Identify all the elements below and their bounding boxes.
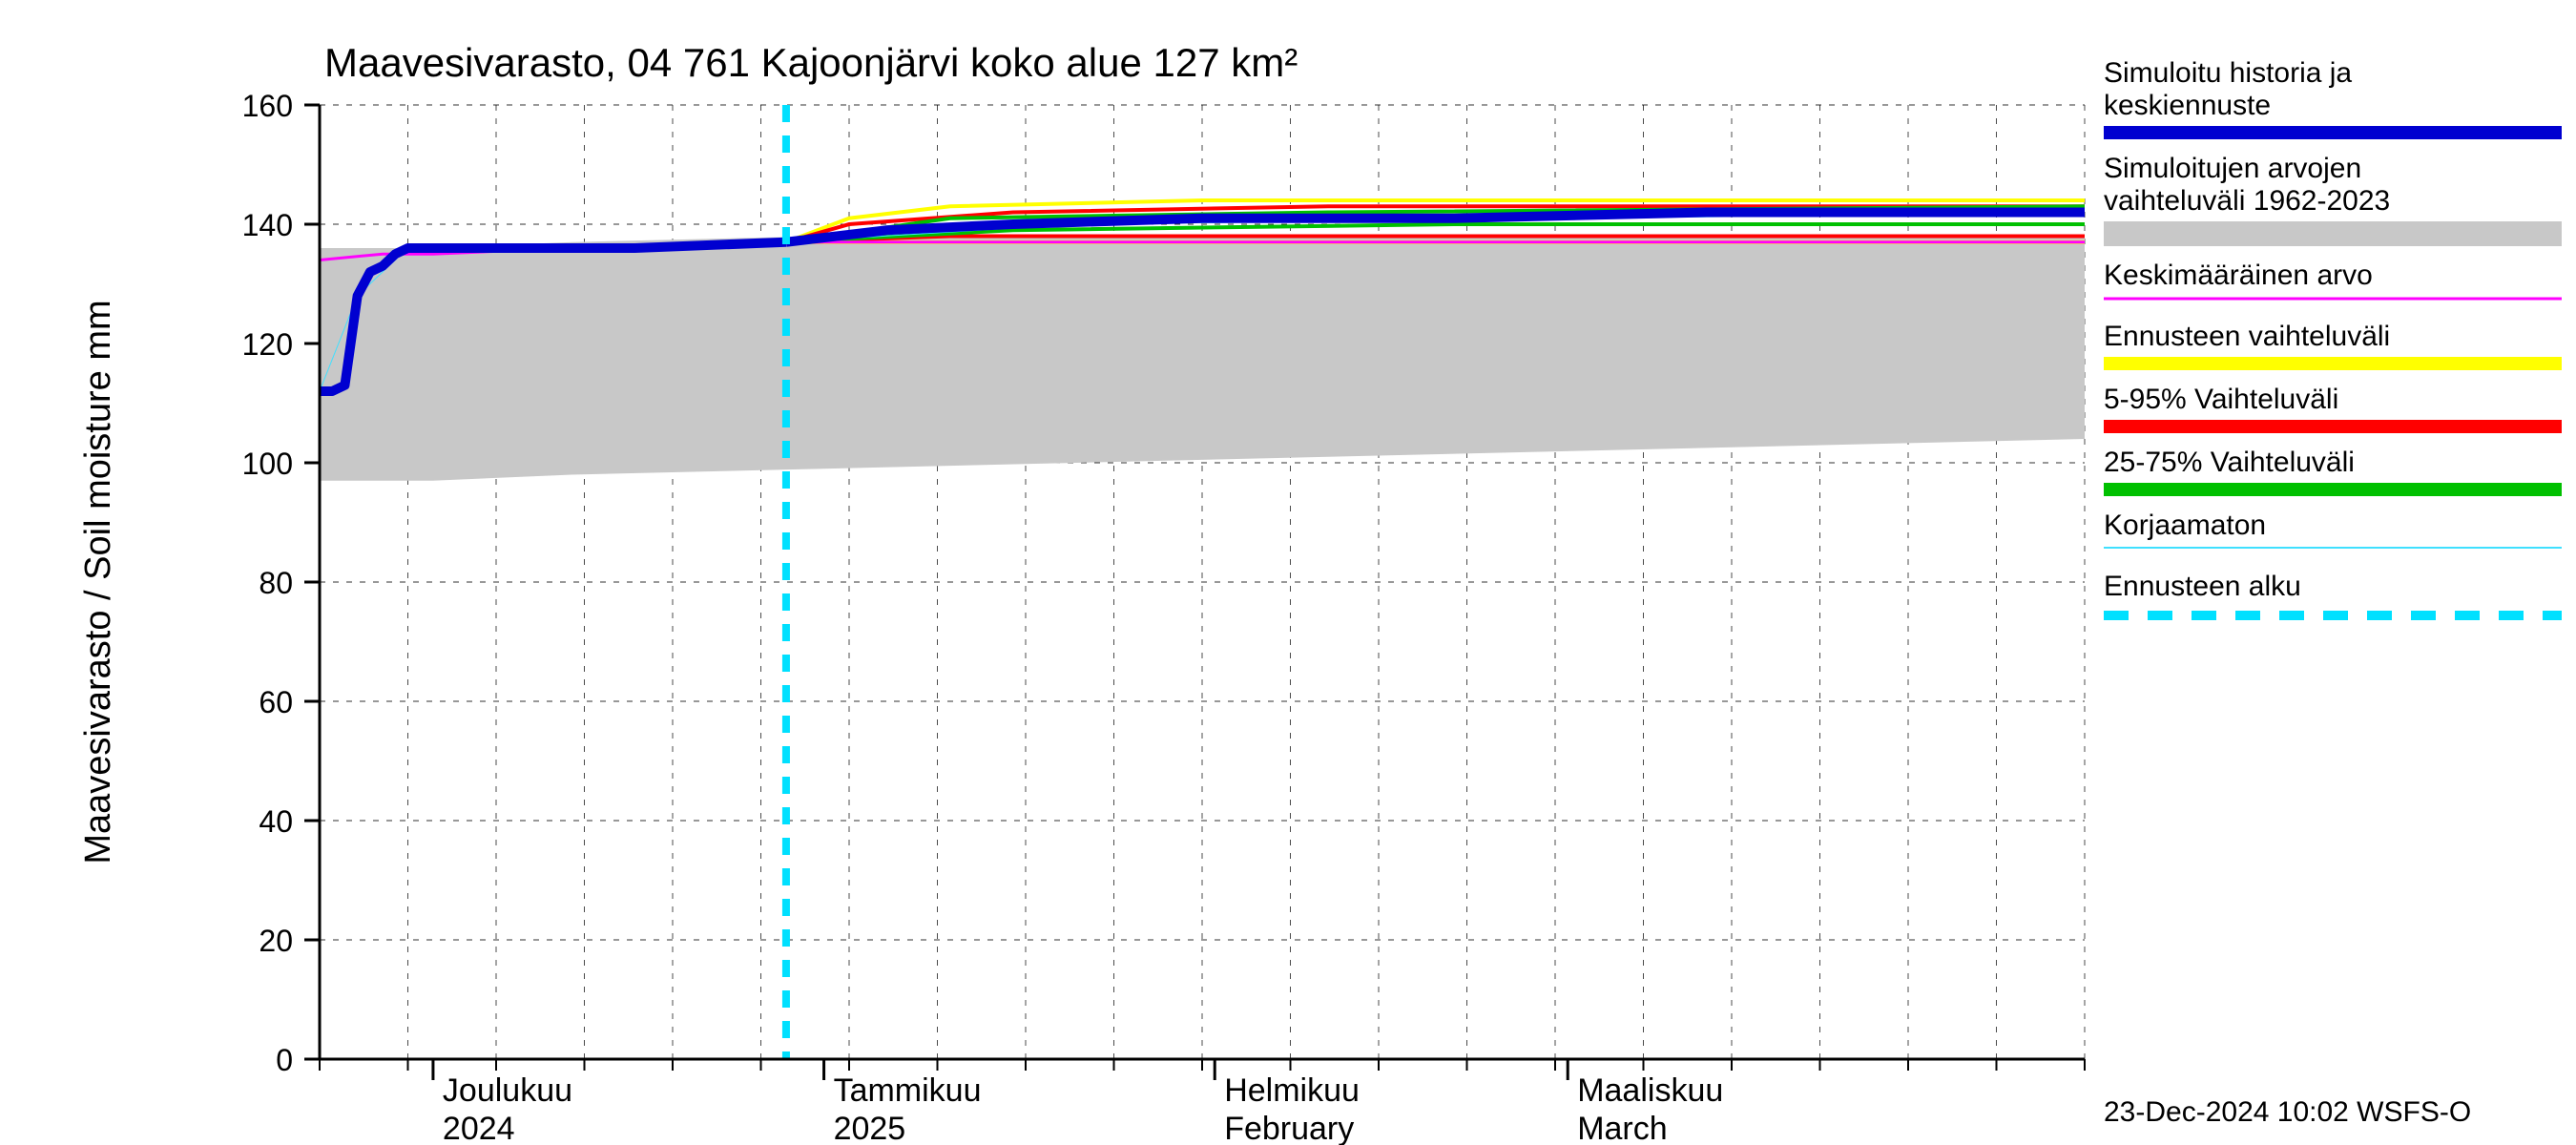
y-tick-label: 0	[276, 1043, 293, 1077]
y-tick-label: 140	[242, 208, 293, 242]
x-tick-label-bottom: 2024	[443, 1111, 515, 1145]
footer-timestamp: 23-Dec-2024 10:02 WSFS-O	[2104, 1096, 2471, 1128]
x-tick-label-top: Joulukuu	[443, 1072, 572, 1109]
legend-swatch	[2104, 126, 2562, 139]
x-tick-label-top: Maaliskuu	[1577, 1072, 1723, 1109]
y-tick-label: 160	[242, 89, 293, 123]
chart-svg: 0 20 40 60 80 100 120 140 160 Joulukuu2024 Tammiku…	[0, 0, 2576, 1145]
chart-container: 0 20 40 60 80 100 120 140 160 Joulukuu2024 Tammiku…	[0, 0, 2576, 1145]
legend-swatch	[2104, 357, 2562, 370]
x-tick-label-bottom: March	[1577, 1111, 1667, 1145]
y-tick-label: 80	[259, 566, 293, 600]
legend-label: Simuloitu historia ja	[2104, 57, 2352, 89]
x-tick-label-bottom: 2025	[834, 1111, 906, 1145]
legend-label: Simuloitujen arvojen	[2104, 153, 2361, 184]
x-tick-label-top: Helmikuu	[1224, 1072, 1360, 1109]
legend-label: 25-75% Vaihteluväli	[2104, 447, 2355, 478]
y-tick-label: 100	[242, 447, 293, 481]
historical-range-band	[320, 237, 2085, 481]
x-tick-label-bottom: February	[1224, 1111, 1354, 1145]
y-tick-label: 60	[259, 685, 293, 719]
legend-label: Ennusteen vaihteluväli	[2104, 321, 2390, 352]
chart-title: Maavesivarasto, 04 761 Kajoonjärvi koko …	[324, 40, 1298, 85]
legend-label: 5-95% Vaihteluväli	[2104, 384, 2338, 415]
legend-swatch	[2104, 483, 2562, 496]
legend-label: Korjaamaton	[2104, 510, 2266, 541]
x-tick-label-top: Tammikuu	[834, 1072, 982, 1109]
legend-label: keskiennuste	[2104, 90, 2271, 121]
y-tick-label: 20	[259, 924, 293, 958]
legend-label: vaihteluväli 1962-2023	[2104, 185, 2390, 217]
y-tick-label: 120	[242, 327, 293, 362]
y-axis-label: Maavesivarasto / Soil moisture mm	[78, 300, 118, 864]
legend-label: Ennusteen alku	[2104, 571, 2301, 602]
legend-label: Keskimääräinen arvo	[2104, 260, 2373, 291]
y-tick-label: 40	[259, 804, 293, 839]
legend-swatch	[2104, 221, 2562, 246]
legend-swatch	[2104, 420, 2562, 433]
